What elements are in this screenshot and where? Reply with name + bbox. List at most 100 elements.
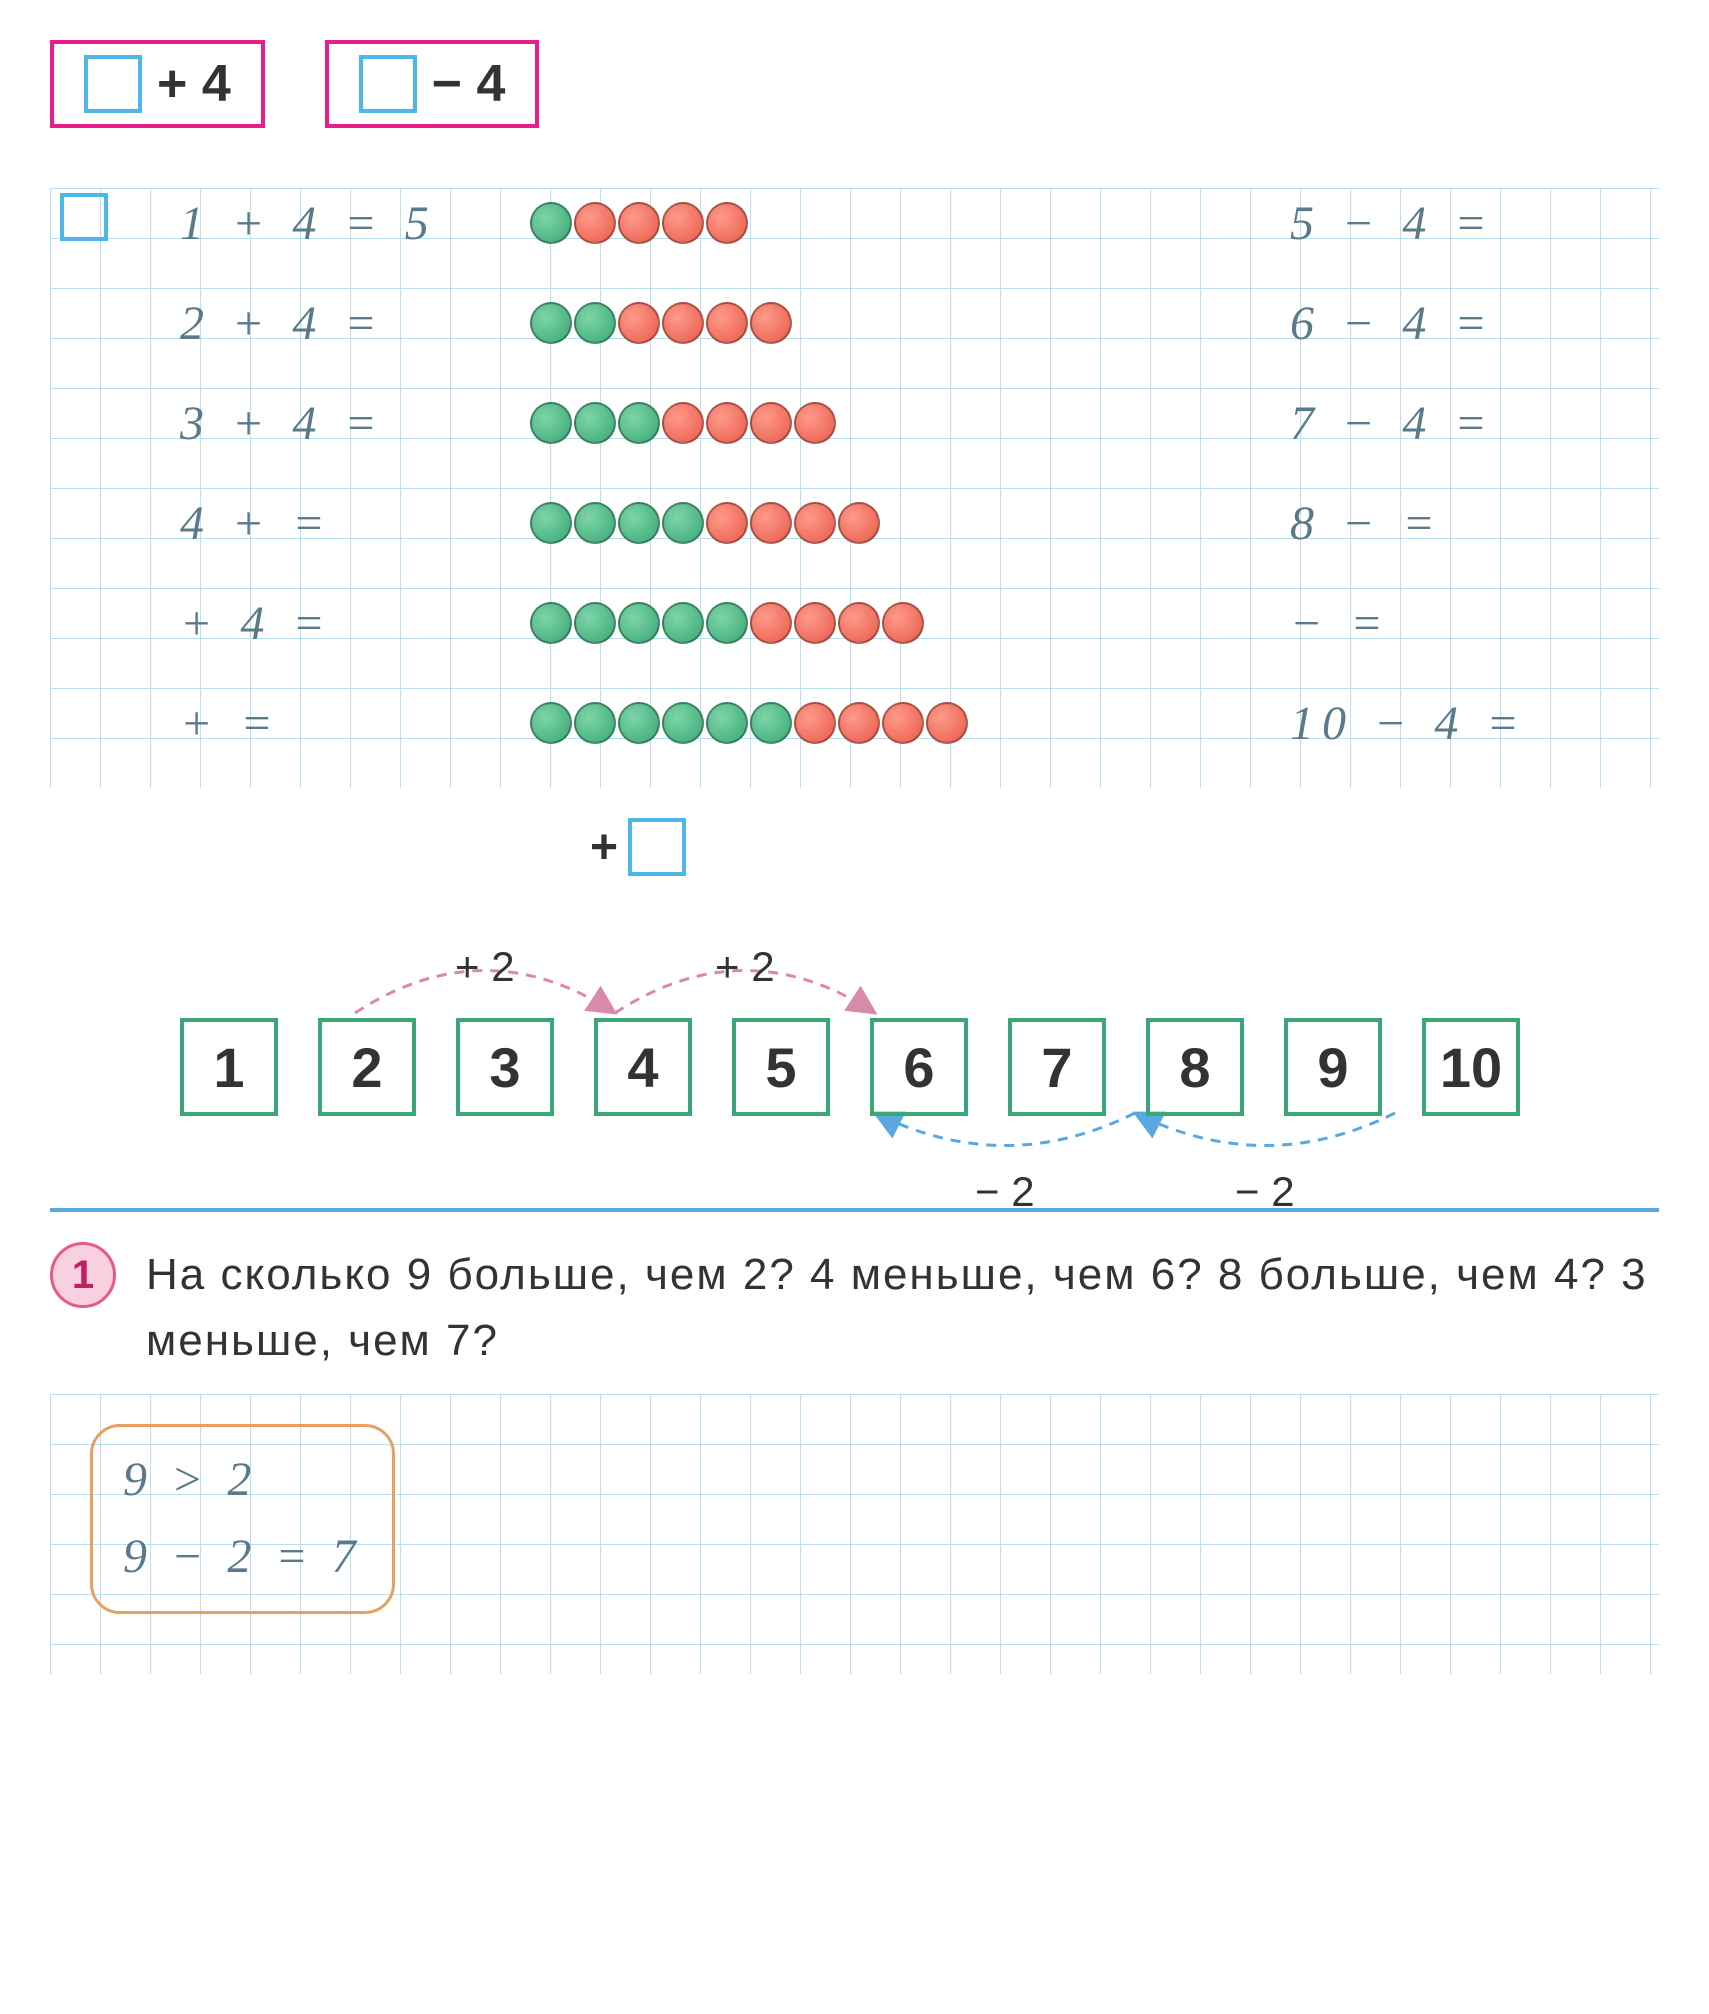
red-dot	[794, 502, 836, 544]
answer-box: 9 > 2 9 − 2 = 7	[90, 1424, 395, 1614]
red-dot	[926, 702, 968, 744]
blank-square	[84, 55, 142, 113]
green-dot	[530, 502, 572, 544]
red-dot	[794, 702, 836, 744]
equation-right: 7 − 4 =	[1290, 396, 1495, 451]
red-dot	[882, 702, 924, 744]
equation-left: + 4 =	[180, 596, 500, 651]
red-dot	[574, 202, 616, 244]
equations-grid: 1 + 4 = 5 5 − 4 = 2 + 4 = 6 − 4 = 3 + 4 = 7 −…	[50, 168, 1659, 788]
number-box: 2	[318, 1018, 416, 1116]
dots-row	[530, 702, 968, 744]
indicator-square	[60, 193, 108, 241]
equation-left: 4 + =	[180, 496, 500, 551]
green-dot	[530, 202, 572, 244]
red-dot	[750, 402, 792, 444]
number-box: 10	[1422, 1018, 1520, 1116]
red-dot	[838, 502, 880, 544]
red-dot	[618, 302, 660, 344]
green-dot	[662, 602, 704, 644]
blank-square	[359, 55, 417, 113]
red-dot	[750, 502, 792, 544]
dots-row	[530, 302, 792, 344]
answer-line-2: 9 − 2 = 7	[123, 1519, 362, 1596]
red-dot	[838, 702, 880, 744]
equation-right: 6 − 4 =	[1290, 296, 1495, 351]
minus4-box: − 4	[325, 40, 540, 128]
equation-left: 2 + 4 =	[180, 296, 500, 351]
green-dot	[574, 402, 616, 444]
dots-row	[530, 202, 748, 244]
arc-label-bottom: − 2	[1235, 1168, 1295, 1216]
number-box: 4	[594, 1018, 692, 1116]
red-dot	[750, 302, 792, 344]
plus-box-label: +	[590, 818, 686, 876]
green-dot	[574, 602, 616, 644]
green-dot	[574, 502, 616, 544]
green-dot	[574, 702, 616, 744]
green-dot	[530, 402, 572, 444]
problem-text: На сколько 9 больше, чем 2? 4 меньше, че…	[146, 1242, 1659, 1374]
section-divider	[50, 1208, 1659, 1212]
plus4-box: + 4	[50, 40, 265, 128]
answer-line-1: 9 > 2	[123, 1442, 362, 1519]
green-dot	[706, 602, 748, 644]
number-box: 1	[180, 1018, 278, 1116]
green-dot	[618, 502, 660, 544]
red-dot	[662, 402, 704, 444]
equation-left: 1 + 4 = 5	[180, 196, 500, 251]
equation-right: 8 − =	[1290, 496, 1443, 551]
green-dot	[574, 302, 616, 344]
problem-section: 1 На сколько 9 больше, чем 2? 4 меньше, …	[50, 1242, 1659, 1374]
plus-sign: +	[590, 820, 618, 875]
equation-right: 5 − 4 =	[1290, 196, 1495, 251]
red-dot	[794, 402, 836, 444]
red-dot	[706, 302, 748, 344]
dots-row	[530, 602, 924, 644]
green-dot	[662, 702, 704, 744]
equation-right: 10 − 4 =	[1290, 696, 1527, 751]
equation-left: + =	[180, 696, 500, 751]
equation-right: − =	[1290, 596, 1391, 651]
dots-row	[530, 402, 836, 444]
answer-grid: 9 > 2 9 − 2 = 7	[50, 1394, 1659, 1674]
red-dot	[618, 202, 660, 244]
red-dot	[706, 202, 748, 244]
arc-label-top: + 2	[455, 943, 515, 991]
number-box: 5	[732, 1018, 830, 1116]
green-dot	[706, 702, 748, 744]
blank-square	[628, 818, 686, 876]
red-dot	[662, 202, 704, 244]
arc-label-top: + 2	[715, 943, 775, 991]
green-dot	[618, 702, 660, 744]
number-box: 6	[870, 1018, 968, 1116]
number-box: 9	[1284, 1018, 1382, 1116]
arcs-svg	[50, 818, 1650, 1178]
green-dot	[662, 502, 704, 544]
header-boxes: + 4 − 4	[50, 40, 1659, 128]
problem-number-badge: 1	[50, 1242, 116, 1308]
red-dot	[750, 602, 792, 644]
green-dot	[530, 602, 572, 644]
red-dot	[882, 602, 924, 644]
plus4-label: + 4	[157, 54, 231, 114]
green-dot	[530, 702, 572, 744]
arc-label-bottom: − 2	[975, 1168, 1035, 1216]
number-box: 7	[1008, 1018, 1106, 1116]
number-box: 3	[456, 1018, 554, 1116]
red-dot	[706, 502, 748, 544]
red-dot	[706, 402, 748, 444]
green-dot	[530, 302, 572, 344]
green-dot	[618, 602, 660, 644]
red-dot	[838, 602, 880, 644]
numberline: 123456789 10	[180, 1018, 1520, 1116]
green-dot	[750, 702, 792, 744]
minus4-label: − 4	[432, 54, 506, 114]
dots-row	[530, 502, 880, 544]
red-dot	[794, 602, 836, 644]
equation-left: 3 + 4 =	[180, 396, 500, 451]
numberline-section: + 12345678910 + 2+ 2− 2− 2	[50, 818, 1659, 1178]
red-dot	[662, 302, 704, 344]
green-dot	[618, 402, 660, 444]
number-box: 8	[1146, 1018, 1244, 1116]
